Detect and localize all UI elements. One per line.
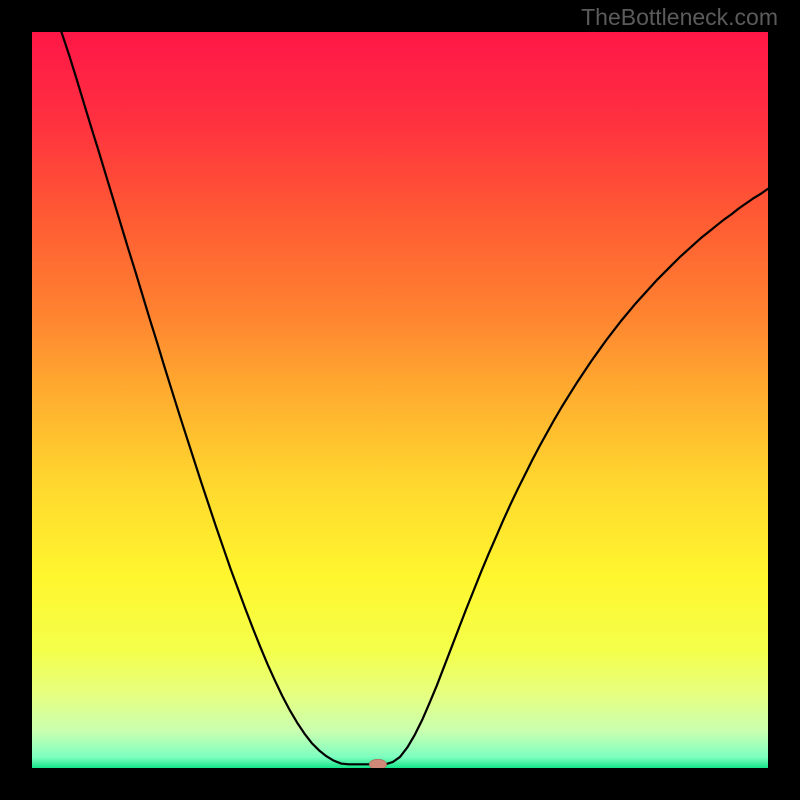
- bottleneck-chart: [0, 0, 800, 800]
- minimum-marker: [369, 759, 387, 769]
- plot-background: [32, 32, 768, 768]
- watermark-text: TheBottleneck.com: [581, 4, 778, 31]
